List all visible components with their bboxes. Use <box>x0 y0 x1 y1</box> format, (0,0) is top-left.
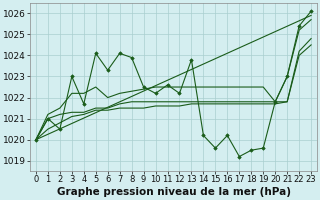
X-axis label: Graphe pression niveau de la mer (hPa): Graphe pression niveau de la mer (hPa) <box>57 187 291 197</box>
